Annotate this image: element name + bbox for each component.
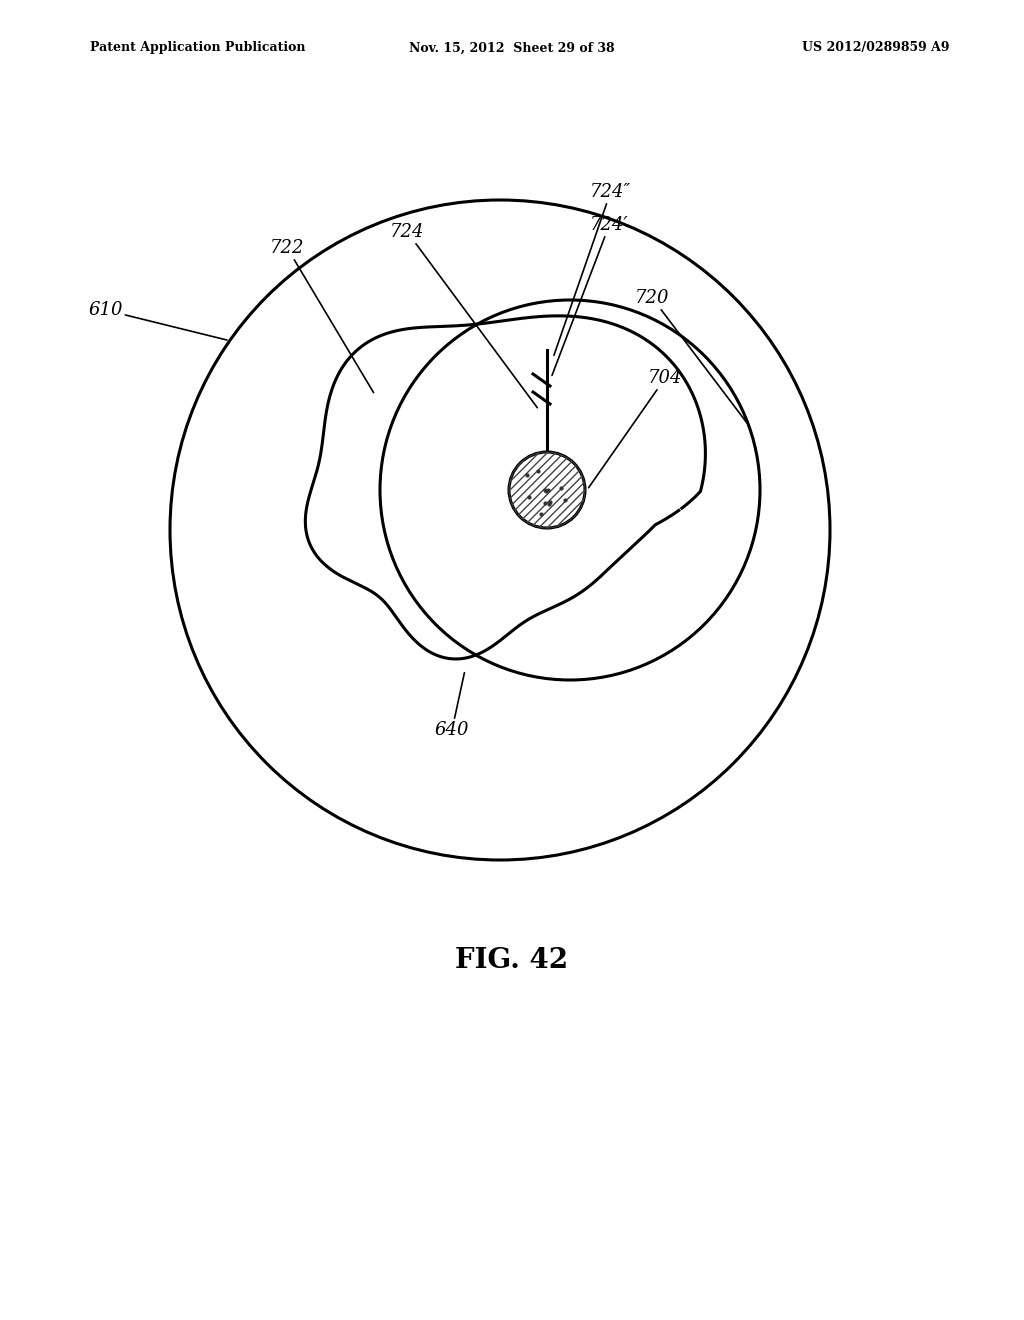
Text: 640: 640 <box>435 673 469 739</box>
Text: FIG. 42: FIG. 42 <box>456 946 568 974</box>
Text: 704: 704 <box>589 370 683 487</box>
Text: Patent Application Publication: Patent Application Publication <box>90 41 305 54</box>
Text: 724: 724 <box>390 223 538 408</box>
Text: 720: 720 <box>635 289 746 422</box>
Text: 724′: 724′ <box>552 216 629 375</box>
Text: 610: 610 <box>88 301 227 341</box>
Circle shape <box>509 451 585 528</box>
Text: Nov. 15, 2012  Sheet 29 of 38: Nov. 15, 2012 Sheet 29 of 38 <box>410 41 614 54</box>
Text: US 2012/0289859 A9: US 2012/0289859 A9 <box>803 41 950 54</box>
Text: 724″: 724″ <box>554 183 631 355</box>
Text: 722: 722 <box>270 239 374 392</box>
